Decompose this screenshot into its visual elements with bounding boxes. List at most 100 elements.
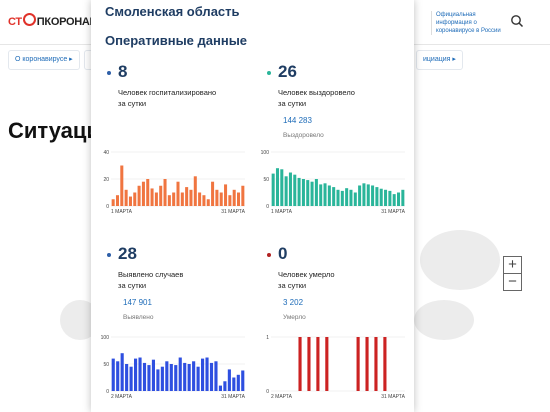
y-tick-label: 0 (266, 389, 269, 395)
bar (293, 174, 297, 206)
bar (332, 187, 336, 206)
bar (316, 337, 320, 391)
bar (128, 196, 132, 206)
map-area (414, 300, 474, 340)
stat-label: Человек выздоровело за сутки (278, 88, 355, 108)
nav-vaccination[interactable]: ициация ▸ (416, 50, 463, 70)
bar (172, 192, 176, 206)
region-title: Смоленская область (105, 4, 240, 19)
bar (356, 337, 360, 391)
bar (150, 188, 154, 206)
bar (280, 169, 284, 206)
bar (301, 179, 305, 206)
chart-deaths-svg: 1 02 МАРТА 31 МАРТА (266, 335, 405, 400)
bar (375, 187, 379, 206)
bar (298, 337, 302, 391)
bar (288, 172, 292, 206)
bar (223, 381, 227, 391)
chart-hospitalized-svg: 40 20 01 МАРТА 31 МАРТА (103, 150, 245, 215)
bar (227, 369, 231, 391)
bar (124, 189, 128, 206)
chart-recovered-svg: 100 50 01 МАРТА 31 МАРТА (261, 150, 406, 215)
bar (120, 353, 124, 391)
bar (111, 358, 115, 391)
bar (371, 185, 375, 206)
bar (392, 194, 396, 206)
bar (219, 192, 223, 206)
bar (228, 195, 232, 206)
bar (388, 190, 392, 206)
bar (205, 357, 209, 391)
bar (349, 189, 353, 206)
bar (232, 189, 236, 206)
bar (134, 358, 138, 391)
header-info-link[interactable]: Официальная информация о коронавирусе в … (431, 11, 512, 35)
bullet-icon (107, 71, 111, 75)
bar (111, 199, 115, 206)
bar (169, 364, 173, 391)
bar (163, 179, 167, 206)
stat-value: 0 (278, 244, 288, 263)
bar (224, 184, 228, 206)
chart-cases-svg: 100 50 02 МАРТА 31 МАРТА (101, 335, 246, 400)
bar (202, 195, 206, 206)
bar (323, 183, 327, 206)
search-icon[interactable] (510, 14, 524, 28)
x-tick-label-end: 31 МАРТА (221, 394, 245, 400)
x-tick-label-start: 2 МАРТА (111, 394, 133, 400)
stat-value: 8 (118, 62, 128, 81)
region-popup-card: Смоленская область Оперативные данные 8 … (91, 0, 414, 412)
zoom-in-button[interactable]: + (503, 256, 522, 274)
chart-cases: 100 50 0 2 МАРТА 31 МАРТА (99, 333, 249, 403)
logo-red-text: СТ (8, 16, 22, 28)
stat-value: 26 (278, 62, 297, 81)
bar (345, 188, 349, 206)
x-tick-label-end: 31 МАРТА (381, 394, 405, 400)
bar (174, 365, 178, 391)
x-tick-label-end: 31 МАРТА (221, 209, 245, 215)
bar (401, 189, 405, 206)
page-heading: Ситуаци (8, 118, 100, 143)
zoom-out-button[interactable]: − (503, 273, 522, 291)
logo-ring-icon (22, 13, 36, 26)
bullet-icon (267, 253, 271, 257)
bar (284, 176, 288, 206)
x-tick-label-end: 31 МАРТА (381, 209, 405, 215)
bar (129, 366, 133, 391)
y-tick-label: 50 (103, 362, 109, 368)
stat-total: 3 202 (283, 298, 304, 307)
stat-label: Человек умерло за сутки (278, 270, 335, 290)
bar (374, 337, 378, 391)
y-tick-label: 40 (103, 150, 109, 156)
bar (214, 361, 218, 391)
y-tick-label: 20 (103, 177, 109, 183)
bar (232, 377, 236, 391)
y-tick-label: 0 (266, 204, 269, 210)
y-tick-label: 100 (261, 150, 270, 156)
bar (165, 361, 169, 391)
bar (178, 357, 182, 391)
stat-label: Человек госпитализировано за сутки (118, 88, 217, 108)
bar (379, 188, 383, 206)
bar (307, 337, 311, 391)
stat-total: 144 283 (283, 116, 312, 125)
site-logo[interactable]: СТ ПКОРОНАВИ (8, 13, 105, 28)
bar (180, 192, 184, 206)
bar (189, 189, 193, 206)
bar (115, 195, 119, 206)
bar (237, 192, 241, 206)
bar (183, 362, 187, 391)
nav-about-covid[interactable]: О коронавирусе ▸ (8, 50, 80, 70)
bar (314, 179, 318, 206)
bar (275, 168, 279, 206)
stat-value: 28 (118, 244, 137, 263)
bar (297, 177, 301, 206)
bar (141, 181, 145, 206)
bar (241, 370, 245, 391)
bar (211, 181, 215, 206)
bar (206, 199, 210, 206)
bar (196, 366, 200, 391)
stat-total-label: Выздоровело (283, 132, 324, 139)
bar (125, 364, 129, 391)
bar (384, 189, 388, 206)
